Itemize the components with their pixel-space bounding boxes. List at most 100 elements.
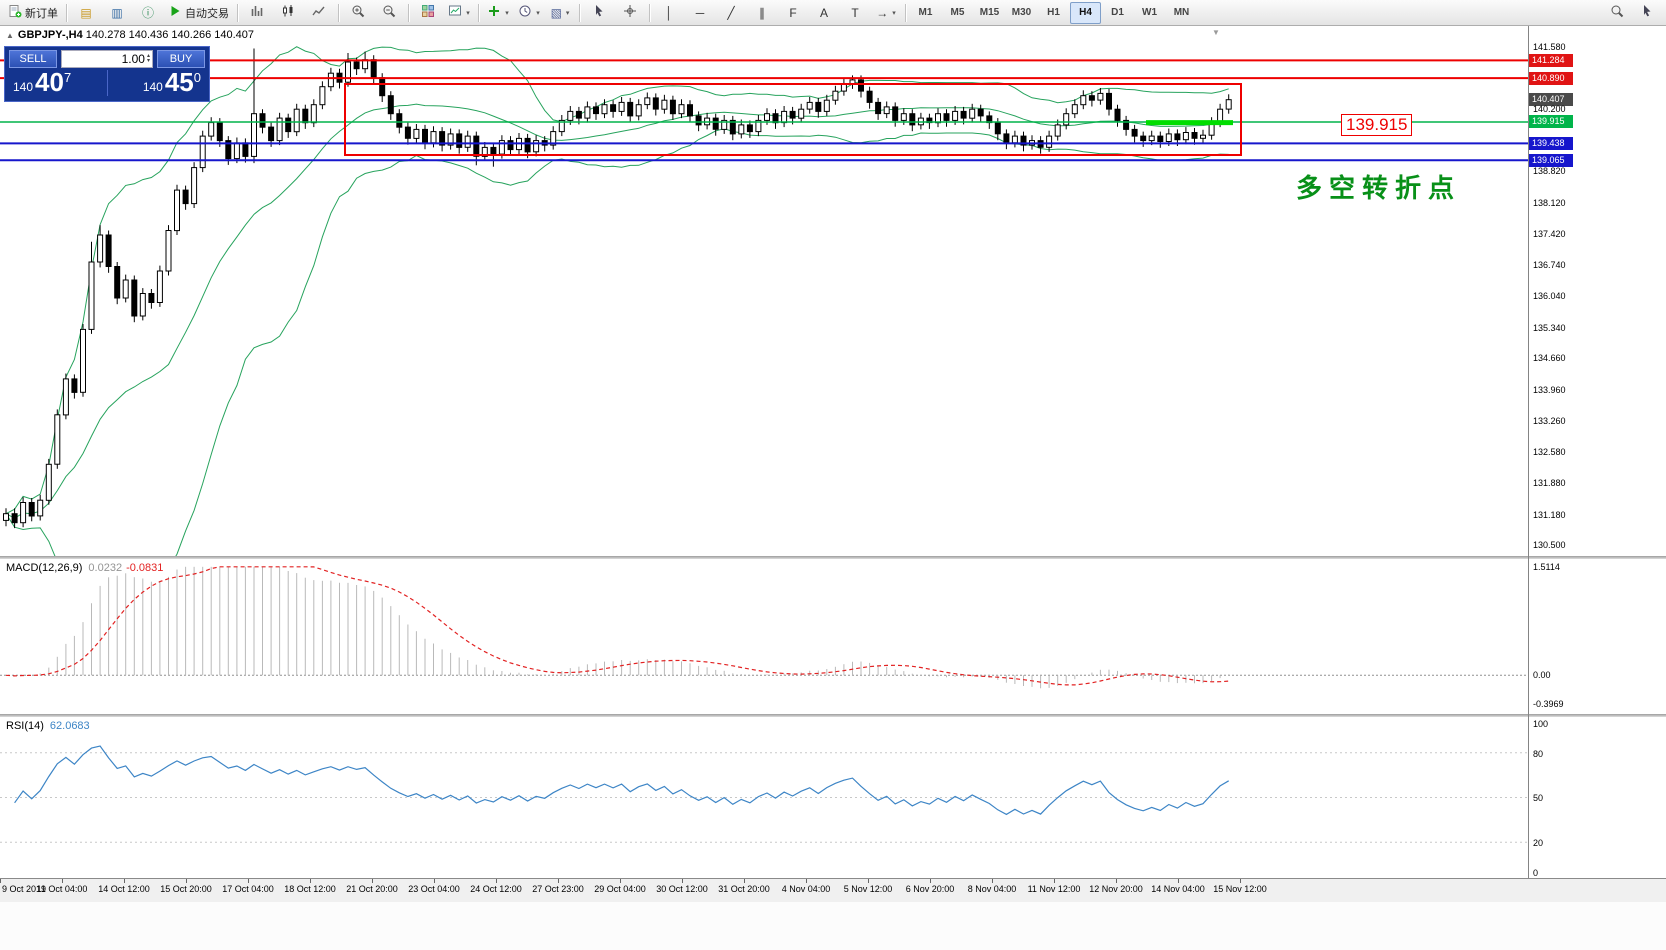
time-tick (1240, 879, 1241, 883)
time-tick (372, 879, 373, 883)
macd-label: MACD(12,26,9) 0.0232 -0.0831 (6, 562, 164, 574)
price-scale-label: 130.500 (1533, 540, 1566, 550)
pointer-icon (1640, 4, 1654, 21)
pointer-button[interactable] (1632, 1, 1662, 25)
cursor-button[interactable] (584, 1, 614, 25)
horizontal-line-icon: ─ (695, 5, 705, 20)
macd-plot[interactable] (0, 559, 1528, 714)
bar-chart-button[interactable] (242, 1, 272, 25)
arrows-button[interactable]: → ▾ (871, 1, 901, 25)
time-axis-label: 31 Oct 20:00 (718, 884, 770, 894)
timeframe-mn-button[interactable]: MN (1173, 7, 1190, 18)
price-scale-label: 139.438 (1529, 137, 1573, 150)
time-tick (558, 879, 559, 883)
time-axis-label: 6 Nov 20:00 (905, 884, 955, 894)
dropdown-arrow-icon[interactable]: ▾ (466, 9, 470, 17)
time-tick (496, 879, 497, 883)
timeframe-h4-button[interactable]: H4 (1070, 1, 1101, 24)
rsi-scale-label: 50 (1533, 793, 1544, 803)
rsi-scale[interactable]: 100 80 50 20 0 (1529, 717, 1665, 878)
new-chart-button[interactable]: ▾ (444, 1, 474, 25)
fibonacci-icon: F (789, 5, 797, 20)
zoom-out-button[interactable] (374, 1, 404, 25)
new-order-button[interactable]: 新订单 (4, 1, 62, 25)
market-watch-button[interactable]: ▤ (71, 1, 101, 25)
time-axis[interactable]: 9 Oct 2019 11 Oct 04:00 14 Oct 12:00 15 Oct… (0, 878, 1666, 902)
timeframe-h1-button[interactable]: H1 (1047, 7, 1060, 18)
timeframe-w1-button[interactable]: W1 (1142, 7, 1157, 18)
spinner-up-icon[interactable]: ▴ (146, 53, 150, 59)
vertical-line-button[interactable]: │ (654, 1, 684, 25)
rsi-scale-label: 100 (1533, 719, 1549, 729)
channel-button[interactable]: ∥ (747, 1, 777, 25)
label-button[interactable]: T (840, 1, 870, 25)
price-scale-label: 133.960 (1533, 385, 1566, 395)
main-chart-plot[interactable] (0, 26, 1528, 556)
dropdown-arrow-icon[interactable]: ▾ (536, 9, 540, 17)
main-price-scale[interactable]: 141.580 141.284 140.890 140.407 140.200 139.9… (1529, 26, 1665, 556)
price-scale-label: 136.040 (1533, 291, 1566, 301)
rsi-label: RSI(14) 62.0683 (6, 720, 90, 732)
time-tick (744, 879, 745, 883)
panel-divider[interactable] (0, 556, 1666, 559)
arrows-icon: → (876, 5, 889, 20)
new-chart-icon (448, 4, 462, 21)
rsi-plot[interactable] (0, 717, 1528, 878)
search-button[interactable] (1602, 1, 1632, 25)
crosshair-icon (623, 4, 637, 21)
price-scale-label: 140.200 (1533, 104, 1566, 114)
timeframe-m15-button[interactable]: M15 (979, 7, 1000, 18)
time-axis-label: 15 Nov 12:00 (1213, 884, 1267, 894)
time-axis-label: 15 Oct 20:00 (160, 884, 212, 894)
autoscroll-marker-icon[interactable]: ▼ (1212, 28, 1220, 37)
time-tick (186, 879, 187, 883)
indicators-button[interactable]: ▾ (483, 1, 513, 25)
tile-windows-button[interactable] (413, 1, 443, 25)
dropdown-arrow-icon[interactable]: ▾ (505, 9, 509, 17)
collapse-arrow-icon[interactable]: ▲ (6, 31, 14, 40)
toolbar-separator (66, 3, 67, 22)
dropdown-arrow-icon[interactable]: ▾ (892, 9, 896, 17)
sell-button[interactable]: SELL (9, 50, 57, 68)
price-scale-label: 138.820 (1533, 166, 1566, 176)
spinner-down-icon[interactable]: ▾ (146, 58, 150, 64)
vertical-line-icon: │ (665, 5, 673, 20)
candlestick-chart-button[interactable] (273, 1, 303, 25)
timeframe-d1-button[interactable]: D1 (1111, 7, 1124, 18)
timeframe-m5-button[interactable]: M5 (950, 7, 965, 18)
panel-divider[interactable] (0, 714, 1666, 717)
price-scale-label: 138.120 (1533, 198, 1566, 208)
time-axis-label: 21 Oct 20:00 (346, 884, 398, 894)
volume-input[interactable]: 1.00 ▴ ▾ (61, 50, 153, 68)
symbol-ohlc-label: ▲ GBPJPY-,H4 140.278 140.436 140.266 140.… (6, 29, 254, 41)
templates-button[interactable]: ▧ ▾ (545, 1, 575, 25)
price-scale-label: 131.880 (1533, 478, 1566, 488)
price-divider (106, 70, 108, 96)
zoom-in-button[interactable] (343, 1, 373, 25)
crosshair-button[interactable] (615, 1, 645, 25)
fibonacci-button[interactable]: F (778, 1, 808, 25)
macd-scale-label: 0.00 (1533, 670, 1551, 680)
periods-button[interactable]: ▾ (514, 1, 544, 25)
volume-spinner[interactable]: ▴ ▾ (146, 53, 150, 64)
trendline-icon: ╱ (727, 5, 735, 20)
horizontal-line-button[interactable]: ─ (685, 1, 715, 25)
buy-button[interactable]: BUY (157, 50, 205, 68)
trendline-button[interactable]: ╱ (716, 1, 746, 25)
timeframe-m1-button[interactable]: M1 (918, 7, 933, 18)
dropdown-arrow-icon[interactable]: ▾ (565, 9, 570, 17)
data-window-button[interactable]: ▥ (102, 1, 132, 25)
line-chart-icon (312, 4, 326, 21)
time-axis-label: 29 Oct 04:00 (594, 884, 646, 894)
timeframe-m30-button[interactable]: M30 (1011, 7, 1032, 18)
text-button[interactable]: A (809, 1, 839, 25)
autotrading-button[interactable]: 自动交易 (164, 1, 233, 25)
navigator-button[interactable]: ⓘ (133, 1, 163, 25)
toolbar-separator (649, 3, 650, 22)
time-axis-label: 4 Nov 04:00 (781, 884, 831, 894)
new-order-icon (8, 4, 22, 21)
line-chart-button[interactable] (304, 1, 334, 25)
price-scale-label: 141.284 (1529, 54, 1573, 67)
macd-scale[interactable]: 1.5114 0.00 -0.3969 (1529, 559, 1665, 714)
time-tick (248, 879, 249, 883)
